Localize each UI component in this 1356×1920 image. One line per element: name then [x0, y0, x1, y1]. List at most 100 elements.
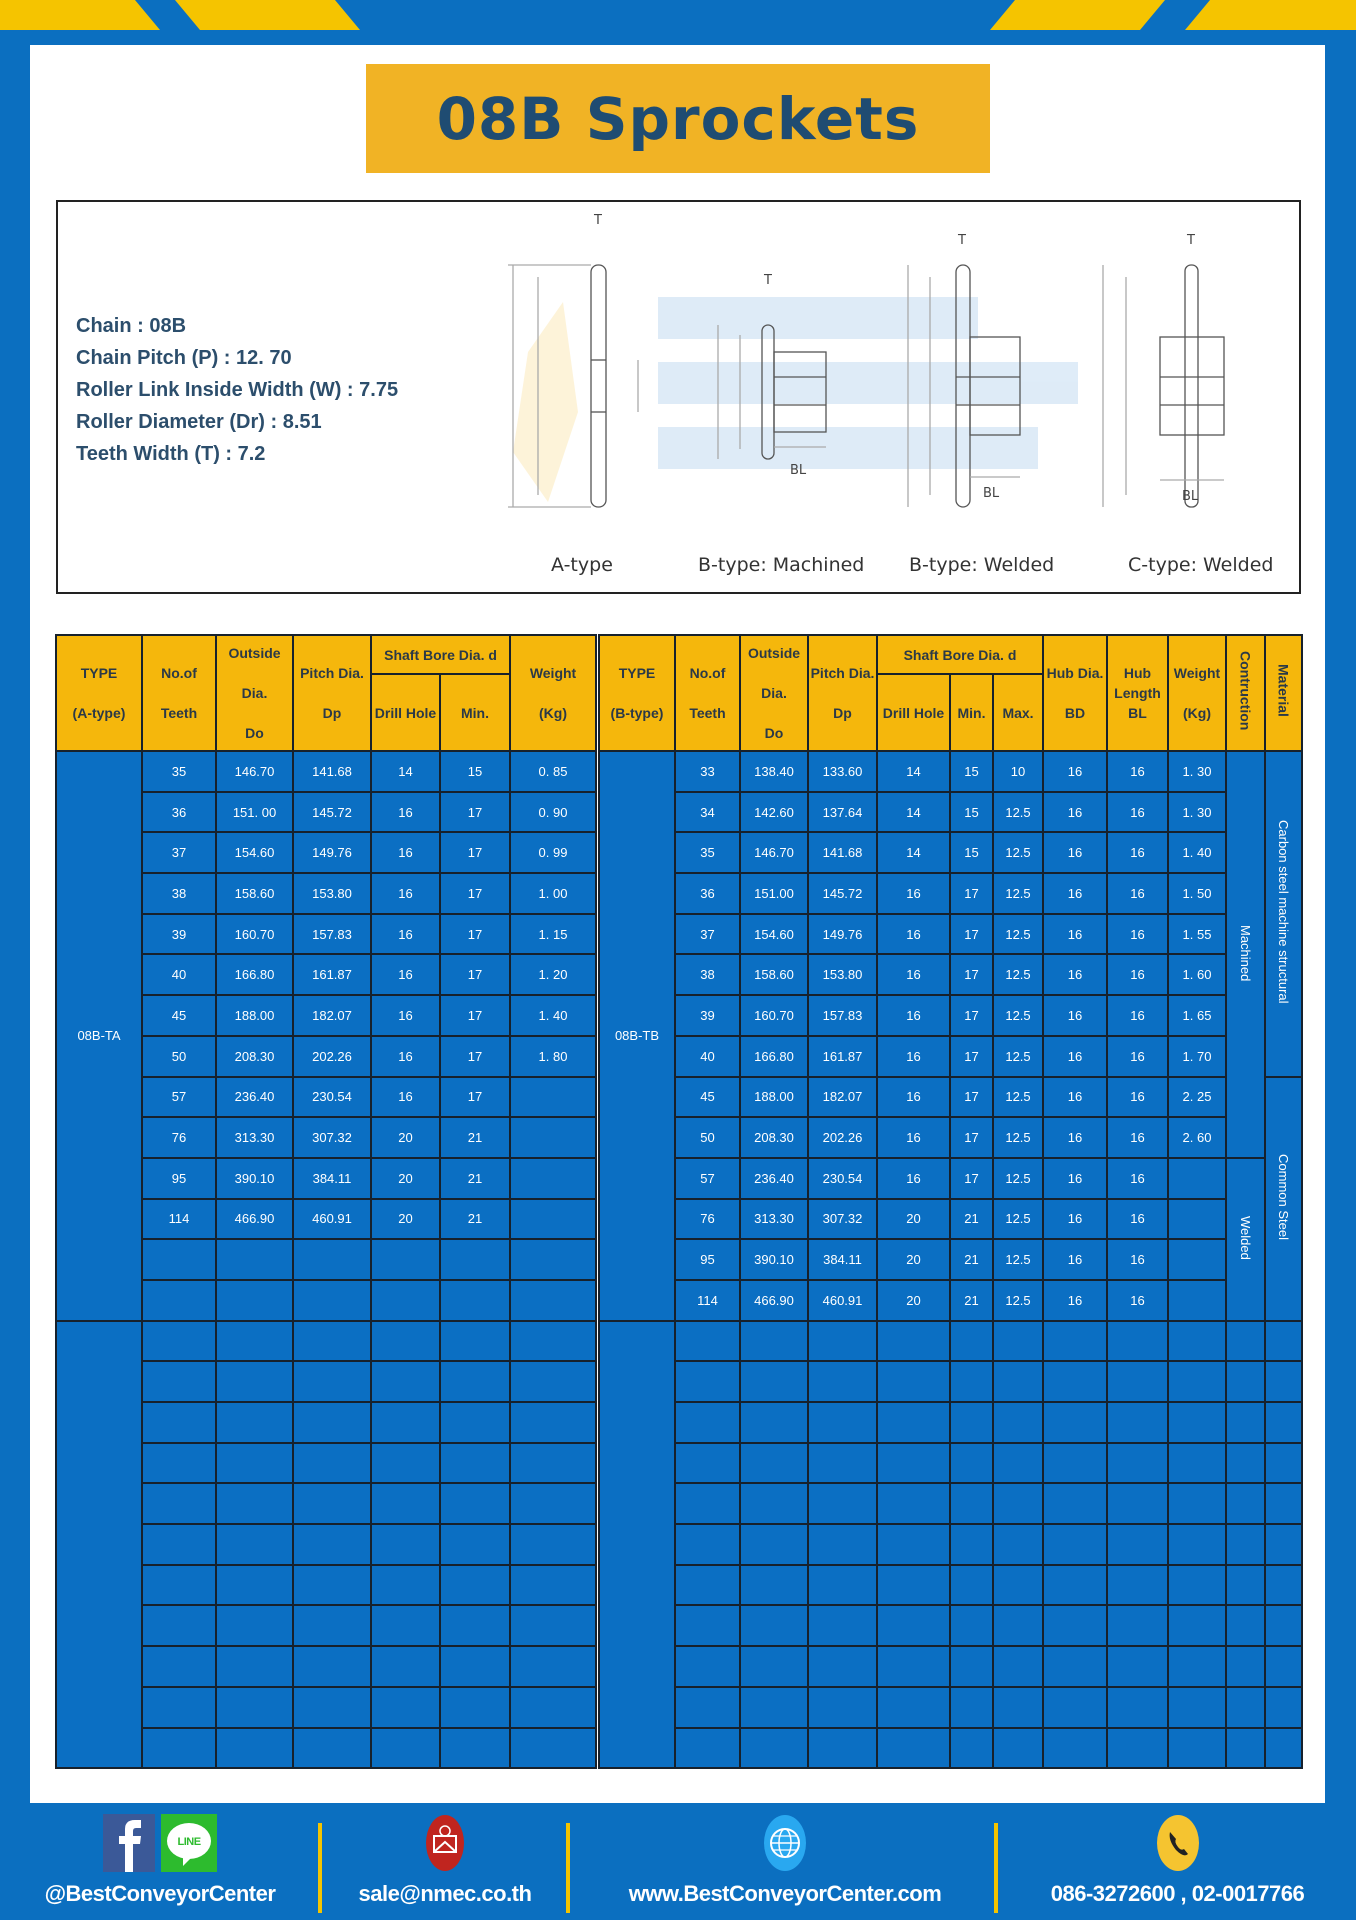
table-cell — [509, 1278, 598, 1322]
table-cell — [739, 1645, 809, 1688]
table-cell — [807, 1523, 878, 1566]
table-cell: 1. 20 — [509, 953, 598, 997]
facebook-icon[interactable] — [103, 1814, 155, 1872]
table-cell: 16 — [1042, 994, 1108, 1037]
table-cell: 20 — [370, 1156, 441, 1200]
divider — [318, 1823, 322, 1913]
table-cell: 16 — [1106, 872, 1169, 915]
table-cell — [292, 1726, 372, 1770]
table-cell — [876, 1441, 951, 1485]
table-cell: 142.60 — [739, 790, 809, 834]
table-cell: 151.00 — [739, 872, 809, 915]
email-icon[interactable] — [425, 1814, 465, 1872]
table-cell — [1264, 1523, 1303, 1566]
table-row — [56, 1238, 598, 1281]
social-handle[interactable]: @BestConveyorCenter — [44, 1881, 276, 1906]
sprocket-drawings: T T T T BL BL BL — [508, 213, 1225, 508]
table-cell: 1. 70 — [1167, 1034, 1227, 1078]
table-cell: 17 — [438, 912, 512, 956]
table-cell — [1106, 1482, 1169, 1526]
table-cell — [1106, 1360, 1169, 1403]
table-cell: 1. 30 — [1167, 750, 1227, 793]
table-cell — [1106, 1319, 1169, 1363]
table-cell: 76 — [141, 1116, 217, 1159]
table-cell: 16 — [1042, 1156, 1108, 1200]
table-cell: 21 — [438, 1156, 512, 1200]
table-cell: 1. 80 — [509, 1034, 598, 1078]
table-cell: 188.00 — [739, 1075, 809, 1119]
table-cell — [1042, 1645, 1108, 1688]
header-teeth: No.of Teeth — [141, 634, 217, 752]
table-cell — [1264, 1360, 1303, 1403]
spec-width: Roller Link Inside Width (W) : 7.75 — [76, 379, 399, 401]
spec-pitch: Chain Pitch (P) : 12. 70 — [76, 347, 292, 369]
spec-roller: Roller Diameter (Dr) : 8.51 — [76, 411, 322, 433]
table-cell: 0. 85 — [509, 750, 598, 793]
table-cell: 12.5 — [992, 1075, 1044, 1119]
table-cell — [438, 1238, 512, 1281]
table-cell: 460.91 — [292, 1197, 372, 1241]
table-cell: 12.5 — [992, 1278, 1044, 1322]
email-address[interactable]: sale@nmec.co.th — [358, 1881, 532, 1906]
table-cell — [739, 1319, 809, 1363]
table-cell: 12.5 — [992, 912, 1044, 956]
table-cell — [1106, 1645, 1169, 1688]
table-cell: 1. 55 — [1167, 912, 1227, 956]
header-outside-dia: Outside Dia. Do — [739, 634, 809, 752]
svg-text:T: T — [957, 233, 966, 248]
header-pitch-dia: Pitch Dia. Dp — [807, 634, 878, 752]
table-cell — [215, 1685, 294, 1729]
b-type-table: TYPE (B-type) No.of Teeth Outside Dia. Do Pi… — [598, 634, 1303, 1770]
table-row: 76 313.30 307.32 20 21 12.5 16 16 — [599, 1197, 1302, 1241]
table-cell — [438, 1685, 512, 1729]
table-cell: 45 — [141, 994, 217, 1037]
table-cell — [949, 1563, 994, 1607]
table-cell — [1264, 1441, 1303, 1485]
label-b-machined: B-type: Machined — [698, 554, 865, 576]
table-cell — [807, 1685, 878, 1729]
table-row: 39 160.70 157.83 16 17 12.5 16 16 1. 65 — [599, 994, 1302, 1037]
table-cell: 149.76 — [807, 912, 878, 956]
table-cell: 313.30 — [215, 1116, 294, 1159]
table-cell: 202.26 — [807, 1116, 878, 1159]
table-cell — [807, 1482, 878, 1526]
globe-icon[interactable] — [763, 1814, 807, 1872]
a-type-table: TYPE (A-type) No.of Teeth Outside Dia. Do Pi… — [55, 634, 598, 1770]
table-cell — [992, 1645, 1044, 1688]
table-cell — [141, 1401, 217, 1444]
table-cell: 208.30 — [739, 1116, 809, 1159]
table-cell: 1. 00 — [509, 872, 598, 915]
table-cell: 33 — [674, 750, 741, 793]
table-cell — [949, 1604, 994, 1648]
table-cell — [1106, 1441, 1169, 1485]
table-row: 50 208.30 202.26 16 17 1. 80 — [56, 1034, 598, 1078]
table-cell — [370, 1604, 441, 1648]
table-cell — [141, 1563, 217, 1607]
table-cell: 17 — [438, 1034, 512, 1078]
website-url[interactable]: www.BestConveyorCenter.com — [628, 1881, 942, 1906]
table-cell — [141, 1523, 217, 1566]
table-cell — [739, 1401, 809, 1444]
table-cell — [141, 1238, 217, 1281]
table-row: 95 390.10 384.11 20 21 — [56, 1156, 598, 1200]
table-cell: 166.80 — [739, 1034, 809, 1078]
table-cell: 17 — [949, 953, 994, 997]
b-type-welded-drawing — [907, 264, 1021, 508]
type-cell: 08B-TA — [55, 750, 143, 1322]
table-cell — [292, 1604, 372, 1648]
table-row — [56, 1441, 598, 1485]
table-row — [599, 1726, 1303, 1770]
phone-icon[interactable] — [1156, 1814, 1200, 1872]
phone-numbers[interactable]: 086-3272600 , 02-0017766 — [1050, 1881, 1305, 1906]
table-cell — [992, 1604, 1044, 1648]
table-cell: 40 — [141, 953, 217, 997]
table-cell — [949, 1319, 994, 1363]
table-cell — [949, 1401, 994, 1444]
line-icon[interactable]: LINE — [161, 1814, 217, 1872]
table-cell — [438, 1278, 512, 1322]
top-stripes — [0, 0, 1356, 30]
table-cell: 158.60 — [739, 953, 809, 997]
table-cell: 36 — [674, 872, 741, 915]
table-cell: 16 — [1106, 1238, 1169, 1281]
table-cell: 137.64 — [807, 790, 878, 834]
